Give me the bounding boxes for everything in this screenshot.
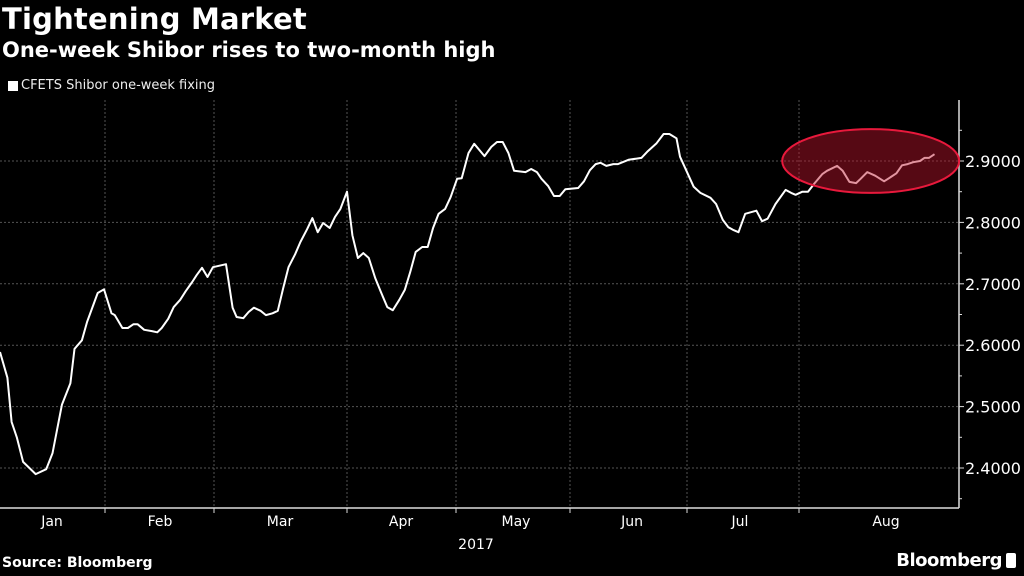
y-tick-label: 2.6000 bbox=[965, 336, 1021, 355]
y-tick-label: 2.4000 bbox=[965, 459, 1021, 478]
highlight-ellipse bbox=[781, 128, 961, 194]
y-tick-label: 2.9000 bbox=[965, 152, 1021, 171]
x-tick-label: Jan bbox=[40, 514, 63, 530]
chart-subtitle: One-week Shibor rises to two-month high bbox=[2, 38, 496, 62]
x-tick-label: Jul bbox=[731, 514, 749, 530]
series-line bbox=[0, 133, 936, 476]
x-axis-title: 2017 bbox=[458, 537, 494, 553]
legend: CFETS Shibor one-week fixing bbox=[8, 78, 215, 93]
bloomberg-logo: Bloomberg bbox=[896, 550, 1016, 571]
x-tick-label: Jun bbox=[620, 514, 643, 530]
x-tick-label: Aug bbox=[872, 514, 899, 530]
chart-title: Tightening Market bbox=[2, 2, 307, 36]
bloomberg-mark-icon bbox=[1006, 553, 1016, 568]
x-tick-label: Mar bbox=[267, 514, 294, 530]
x-tick-label: Feb bbox=[148, 514, 173, 530]
legend-label: CFETS Shibor one-week fixing bbox=[21, 78, 216, 93]
x-tick-label: May bbox=[502, 514, 531, 530]
legend-swatch-icon bbox=[8, 80, 18, 91]
y-tick-label: 2.8000 bbox=[965, 213, 1021, 232]
y-tick-label: 2.5000 bbox=[965, 398, 1021, 417]
x-tick-label: Apr bbox=[389, 514, 413, 530]
y-tick-label: 2.7000 bbox=[965, 275, 1021, 294]
source-note: Source: Bloomberg bbox=[2, 555, 153, 571]
logo-text: Bloomberg bbox=[896, 550, 1002, 571]
